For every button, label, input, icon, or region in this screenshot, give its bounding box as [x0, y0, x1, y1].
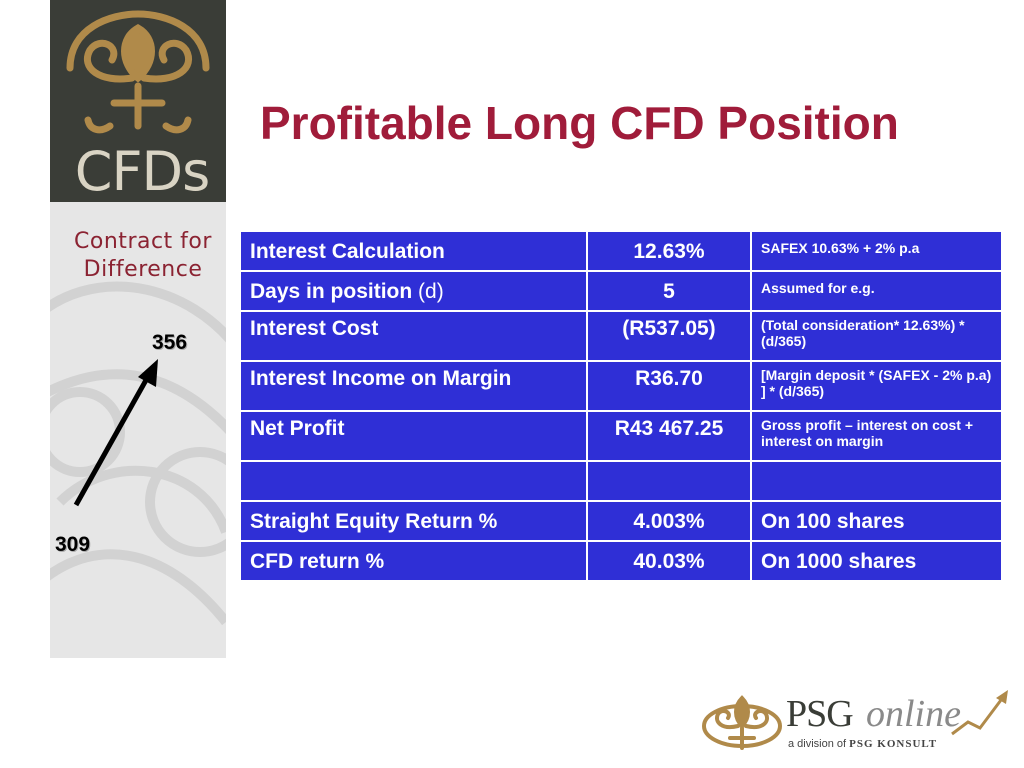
table-row: Net Profit R43 467.25 Gross profit – int… — [239, 410, 1003, 462]
sidebar-panel: CFDs Contract for Difference — [50, 0, 226, 658]
row-value — [586, 460, 752, 502]
row-value: 4.003% — [586, 500, 752, 542]
row-note: On 100 shares — [750, 500, 1003, 542]
row-note: [Margin deposit * (SAFEX - 2% p.a) ] * (… — [750, 360, 1003, 412]
row-value: 5 — [586, 270, 752, 312]
row-label: Interest Income on Margin — [239, 360, 588, 412]
row-value: 40.03% — [586, 540, 752, 582]
up-arrow-icon — [73, 359, 158, 507]
row-value: R43 467.25 — [586, 410, 752, 462]
table-row: Interest Income on Margin R36.70 [Margin… — [239, 360, 1003, 412]
logo-online-text: online — [866, 693, 961, 735]
row-label — [239, 460, 588, 502]
row-label: Interest Calculation — [239, 230, 588, 272]
row-label: Net Profit — [239, 410, 588, 462]
table-row — [239, 460, 1003, 502]
row-note: On 1000 shares — [750, 540, 1003, 582]
cfd-position-table: Interest Calculation 12.63% SAFEX 10.63%… — [239, 230, 1003, 582]
row-label: Straight Equity Return % — [239, 500, 588, 542]
row-note — [750, 460, 1003, 502]
row-note: SAFEX 10.63% + 2% p.a — [750, 230, 1003, 272]
row-value: 12.63% — [586, 230, 752, 272]
row-note: (Total consideration* 12.63%) * (d/365) — [750, 310, 1003, 362]
table-row: Days in position (d) 5 Assumed for e.g. — [239, 270, 1003, 312]
brand-subtitle-line2: Difference — [83, 257, 203, 282]
row-value: (R537.05) — [586, 310, 752, 362]
table-row: Interest Cost (R537.05) (Total considera… — [239, 310, 1003, 362]
table-row: Straight Equity Return % 4.003% On 100 s… — [239, 500, 1003, 542]
row-value: R36.70 — [586, 360, 752, 412]
brand-subtitle-line1: Contract for — [74, 229, 212, 254]
fleur-emblem-icon — [66, 10, 210, 134]
annotation-top-value: 356 — [152, 331, 188, 354]
page-title: Profitable Long CFD Position — [260, 97, 899, 149]
row-note: Gross profit – interest on cost + intere… — [750, 410, 1003, 462]
row-label: Days in position (d) — [239, 270, 588, 312]
annotation-bottom-value: 309 — [55, 533, 91, 556]
brand-subtitle: Contract for Difference — [58, 228, 226, 284]
psg-online-logo: PSG online a division of PSG KONSULT — [700, 688, 1010, 758]
logo-division-text: a division of PSG KONSULT — [788, 738, 938, 750]
growth-arrow-icon — [951, 690, 1008, 736]
brand-name: CFDs — [74, 140, 210, 203]
row-note: Assumed for e.g. — [750, 270, 1003, 312]
table-row: Interest Calculation 12.63% SAFEX 10.63%… — [239, 230, 1003, 272]
row-label: Interest Cost — [239, 310, 588, 362]
logo-psg-text: PSG — [786, 693, 854, 735]
row-label: CFD return % — [239, 540, 588, 582]
table-row: CFD return % 40.03% On 1000 shares — [239, 540, 1003, 582]
fleur-logo-icon — [702, 695, 782, 750]
